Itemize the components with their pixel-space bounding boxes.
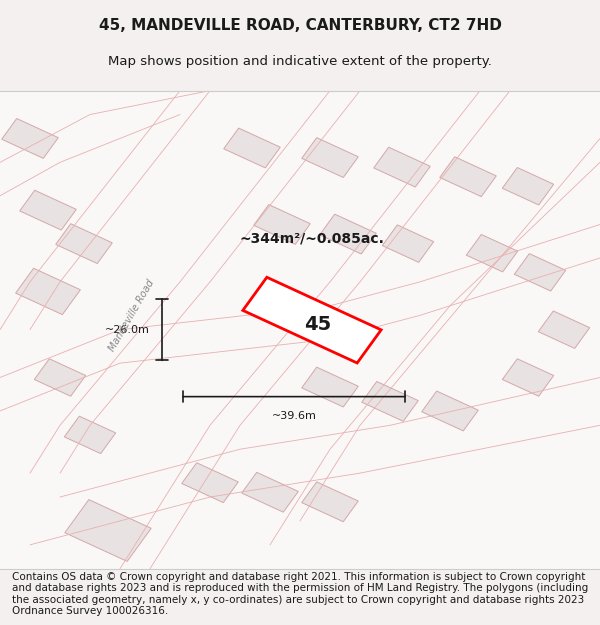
Text: Contains OS data © Crown copyright and database right 2021. This information is : Contains OS data © Crown copyright and d… [12, 571, 588, 616]
Polygon shape [65, 499, 151, 561]
Polygon shape [538, 311, 590, 348]
Polygon shape [20, 190, 76, 230]
Text: ~39.6m: ~39.6m [272, 411, 316, 421]
Text: ~26.0m: ~26.0m [105, 325, 150, 335]
Polygon shape [302, 482, 358, 522]
Polygon shape [514, 254, 566, 291]
Polygon shape [302, 367, 358, 407]
Polygon shape [16, 268, 80, 314]
Polygon shape [2, 119, 58, 158]
Text: Map shows position and indicative extent of the property.: Map shows position and indicative extent… [108, 55, 492, 68]
Polygon shape [243, 278, 381, 363]
Polygon shape [382, 225, 434, 262]
Polygon shape [466, 234, 518, 272]
Polygon shape [182, 462, 238, 503]
Polygon shape [422, 391, 478, 431]
Polygon shape [502, 168, 554, 205]
Text: 45, MANDEVILLE ROAD, CANTERBURY, CT2 7HD: 45, MANDEVILLE ROAD, CANTERBURY, CT2 7HD [98, 18, 502, 33]
FancyBboxPatch shape [0, 91, 600, 569]
Polygon shape [362, 381, 418, 421]
Polygon shape [254, 204, 310, 244]
Polygon shape [502, 359, 554, 396]
Text: 45: 45 [304, 316, 332, 334]
Text: ~344m²/~0.085ac.: ~344m²/~0.085ac. [239, 232, 385, 246]
Polygon shape [320, 214, 376, 254]
Text: Mandeville Road: Mandeville Road [107, 278, 157, 353]
Polygon shape [56, 224, 112, 264]
Polygon shape [440, 157, 496, 197]
Polygon shape [374, 148, 430, 187]
Polygon shape [302, 138, 358, 178]
Polygon shape [242, 472, 298, 512]
Polygon shape [64, 416, 116, 454]
Polygon shape [224, 128, 280, 168]
Polygon shape [34, 359, 86, 396]
